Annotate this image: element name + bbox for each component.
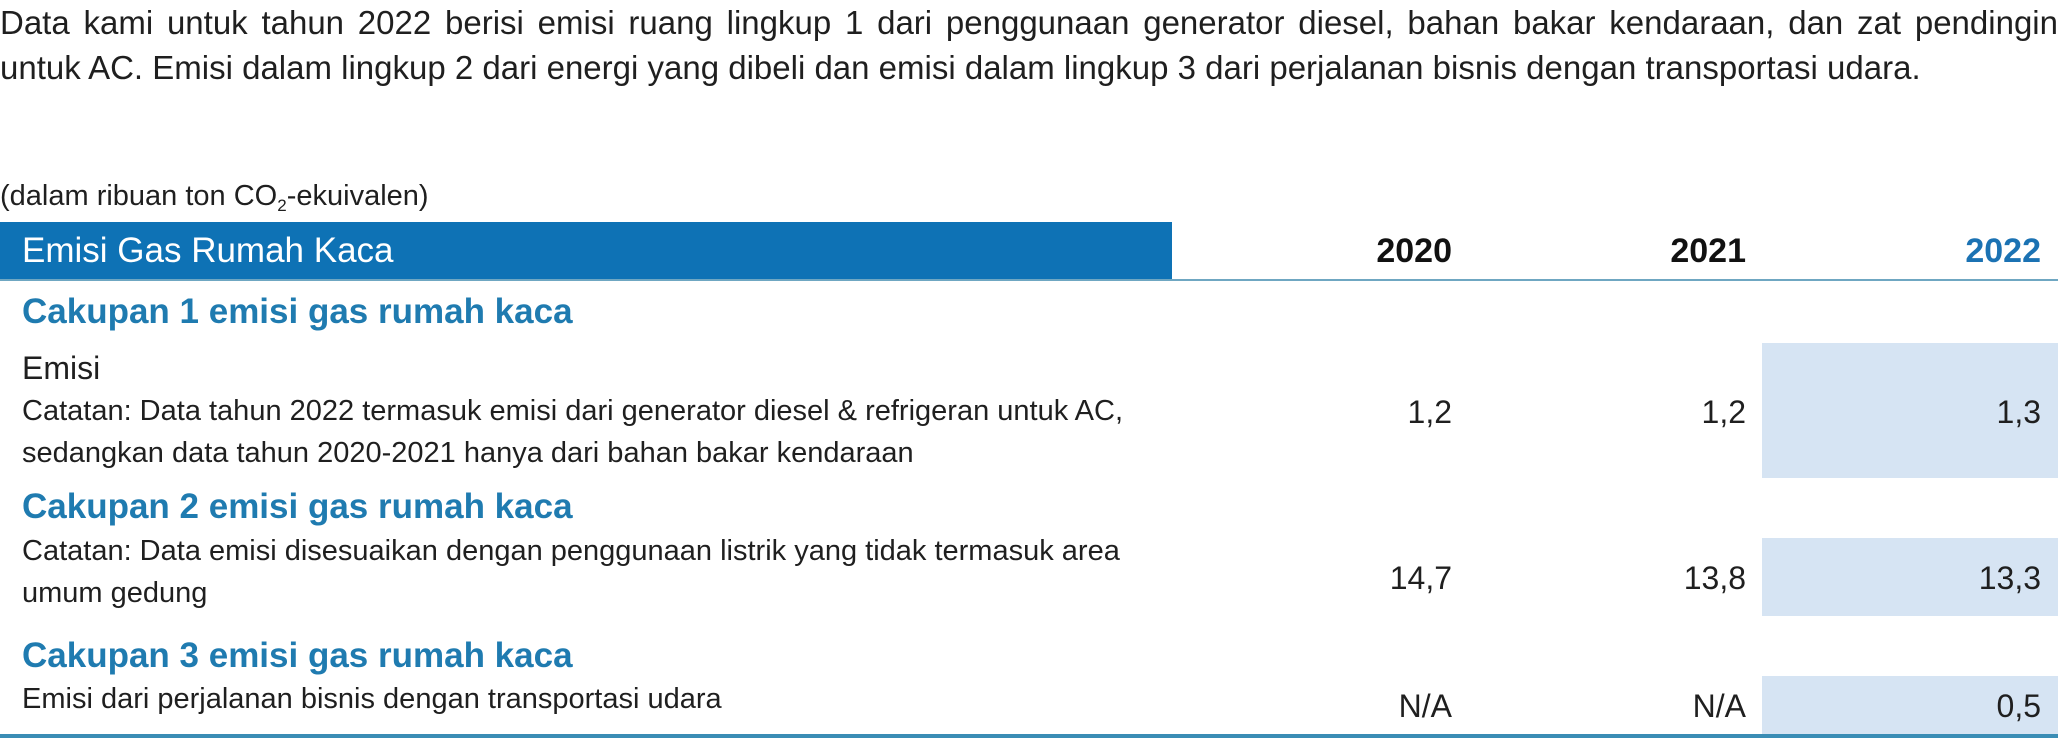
table-header-title: Emisi Gas Rumah Kaca bbox=[22, 231, 394, 270]
intro-paragraph: Data kami untuk tahun 2022 berisi emisi … bbox=[0, 4, 2058, 86]
scope1-value-2021: 1,2 bbox=[1701, 394, 1746, 430]
scope3-value-2020: N/A bbox=[1398, 688, 1452, 724]
year-header-2022: 2022 bbox=[1965, 232, 2041, 270]
unit-subscript: 2 bbox=[277, 196, 287, 215]
year-header-2021: 2021 bbox=[1670, 232, 1746, 270]
scope2-value-2020: 14,7 bbox=[1389, 560, 1452, 596]
unit-prefix: (dalam ribuan ton CO bbox=[0, 180, 278, 212]
row-scope1-note: Catatan: Data tahun 2022 termasuk emisi … bbox=[22, 395, 1123, 469]
row-scope1-text: Emisi Catatan: Data tahun 2022 termasuk … bbox=[22, 346, 1162, 474]
table-bottom-border bbox=[0, 734, 2058, 738]
highlight-cell-row1 bbox=[1762, 343, 2058, 478]
row-scope3-note: Emisi dari perjalanan bisnis dengan tran… bbox=[22, 683, 722, 715]
scope3-value-2022: 0,5 bbox=[1996, 688, 2041, 724]
year-header-2020: 2020 bbox=[1376, 232, 1452, 270]
unit-suffix: -ekuivalen) bbox=[286, 180, 429, 212]
header-divider bbox=[0, 279, 2058, 281]
row-scope1-label: Emisi bbox=[22, 350, 101, 386]
scope3-value-2021: N/A bbox=[1692, 688, 1746, 724]
highlight-cell-row2 bbox=[1762, 538, 2058, 616]
section-title-scope2: Cakupan 2 emisi gas rumah kaca bbox=[22, 487, 573, 526]
scope2-value-2022: 13,3 bbox=[1978, 560, 2041, 596]
scope1-value-2022: 1,3 bbox=[1996, 394, 2041, 430]
scope2-value-2021: 13,8 bbox=[1683, 560, 1746, 596]
section-title-scope3: Cakupan 3 emisi gas rumah kaca bbox=[22, 636, 573, 675]
table-header-bar bbox=[0, 222, 1172, 280]
section-title-scope1: Cakupan 1 emisi gas rumah kaca bbox=[22, 292, 573, 331]
highlight-cell-row3 bbox=[1762, 676, 2058, 734]
row-scope2-note: Catatan: Data emisi disesuaikan dengan p… bbox=[22, 535, 1120, 609]
unit-label: (dalam ribuan ton CO2-ekuivalen) bbox=[0, 176, 429, 226]
scope1-value-2020: 1,2 bbox=[1407, 394, 1452, 430]
